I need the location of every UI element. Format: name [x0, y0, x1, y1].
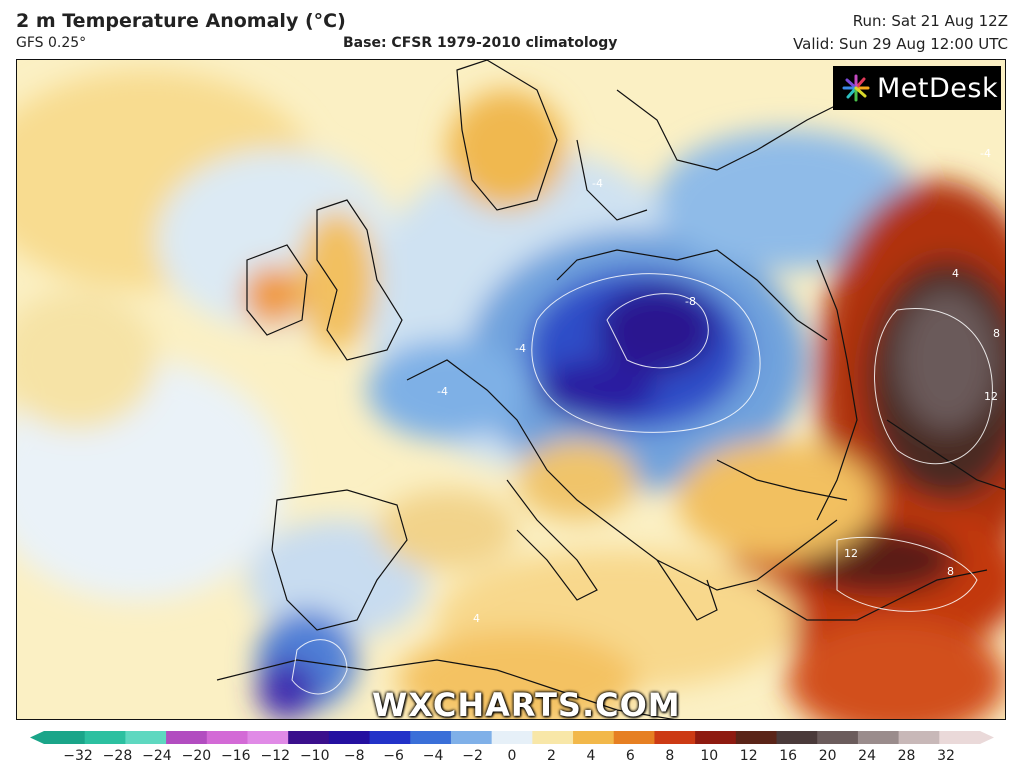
colorbar-tick-label: 28	[897, 748, 916, 764]
contour-label: 4	[473, 612, 480, 625]
colorbar-tick-label: 4	[586, 748, 596, 764]
colorbar-tick-label: −28	[102, 748, 133, 764]
colorbar-tick-label: −6	[383, 748, 404, 764]
colorbar-segment	[857, 731, 900, 744]
colorbar-segment	[450, 731, 493, 744]
colorbar-tick-label: −10	[299, 748, 330, 764]
climatology-base-label: Base: CFSR 1979-2010 climatology	[343, 35, 618, 51]
colorbar-tick-label: 8	[665, 748, 675, 764]
colorbar-segments	[30, 731, 994, 744]
run-time-label: Run: Sat 21 Aug 12Z	[852, 12, 1008, 30]
colorbar-segment	[44, 731, 86, 744]
colorbar-segment	[654, 731, 696, 744]
contour-lines	[291, 273, 993, 695]
colorbar-tick-label: −16	[221, 748, 251, 764]
colorbar-tick-label: 2	[546, 748, 556, 764]
colorbar-segment	[410, 731, 452, 744]
metdesk-logo-text: MetDesk	[877, 72, 999, 104]
colorbar	[30, 731, 994, 744]
colorbar-tick-label: 12	[739, 748, 758, 764]
contour-labels: -8 -4 -4 -4 4 8 12 12 8 -4 4	[437, 147, 1000, 625]
wxcharts-watermark: WXCHARTS.COM	[372, 686, 681, 720]
colorbar-segment	[735, 731, 778, 744]
colorbar-tick-label: −4	[422, 748, 444, 764]
contour-label: -4	[592, 177, 603, 190]
colorbar-tick-label: 20	[818, 748, 837, 764]
colorbar-segment	[247, 731, 289, 744]
colorbar-segment	[817, 731, 859, 744]
colorbar-tick-label: 10	[700, 748, 719, 764]
colorbar-segment	[166, 731, 208, 744]
colorbar-segment	[369, 731, 411, 744]
colorbar-tick-label: 0	[507, 748, 517, 764]
colorbar-segment	[532, 731, 574, 744]
map-canvas: -8 -4 -4 -4 4 8 12 12 8 -4 4	[17, 60, 1005, 719]
colorbar-segment	[206, 731, 248, 744]
colorbar-segment	[491, 731, 533, 744]
contour-label: 12	[844, 547, 858, 560]
colorbar-ticks: −32 −28 −24 −20 −16 −12 −10 −8 −6 −4 −2 0 2 4 6 8 10 12 16…	[0, 748, 1024, 772]
colorbar-tick-label: −8	[343, 748, 365, 764]
contour-label: 8	[947, 565, 954, 578]
colorbar-tick-label: 32	[937, 748, 955, 764]
anomaly-map: -8 -4 -4 -4 4 8 12 12 8 -4 4	[16, 59, 1006, 720]
coastlines	[216, 60, 1005, 719]
chart-title: 2 m Temperature Anomaly (°C)	[16, 10, 346, 32]
colorbar-tick-label: 6	[625, 748, 635, 764]
colorbar-tick-label: 16	[779, 748, 798, 764]
contour-label: -8	[685, 295, 696, 308]
colorbar-tick-label: 24	[858, 748, 876, 764]
colorbar-segment	[613, 731, 655, 744]
contour-label: -4	[515, 342, 526, 355]
colorbar-tick-label: −20	[181, 748, 212, 764]
metdesk-burst-icon	[842, 74, 870, 102]
colorbar-segment	[939, 731, 981, 744]
metdesk-logo: MetDesk	[833, 66, 1001, 110]
model-label: GFS 0.25°	[16, 35, 87, 51]
colorbar-left-arrow	[30, 731, 44, 744]
colorbar-tick-label: −24	[142, 748, 172, 764]
chart-header: 2 m Temperature Anomaly (°C) GFS 0.25° B…	[0, 0, 1024, 58]
colorbar-tick-label: −12	[260, 748, 291, 764]
contour-label: 8	[993, 327, 1000, 340]
contour-label: -4	[980, 147, 991, 160]
valid-time-label: Valid: Sun 29 Aug 12:00 UTC	[793, 35, 1008, 53]
colorbar-tick-label: −2	[462, 748, 483, 764]
colorbar-segment	[84, 731, 126, 744]
colorbar-segment	[776, 731, 818, 744]
colorbar-segment	[898, 731, 940, 744]
colorbar-segment	[328, 731, 371, 744]
colorbar-segment	[573, 731, 615, 744]
contour-label: -4	[437, 385, 448, 398]
colorbar-right-arrow	[980, 731, 994, 744]
contour-label: 12	[984, 390, 998, 403]
contour-label: 4	[952, 267, 959, 280]
colorbar-segment	[288, 731, 330, 744]
colorbar-tick-label: −32	[63, 748, 93, 764]
colorbar-segment	[695, 731, 737, 744]
colorbar-segment	[125, 731, 167, 744]
